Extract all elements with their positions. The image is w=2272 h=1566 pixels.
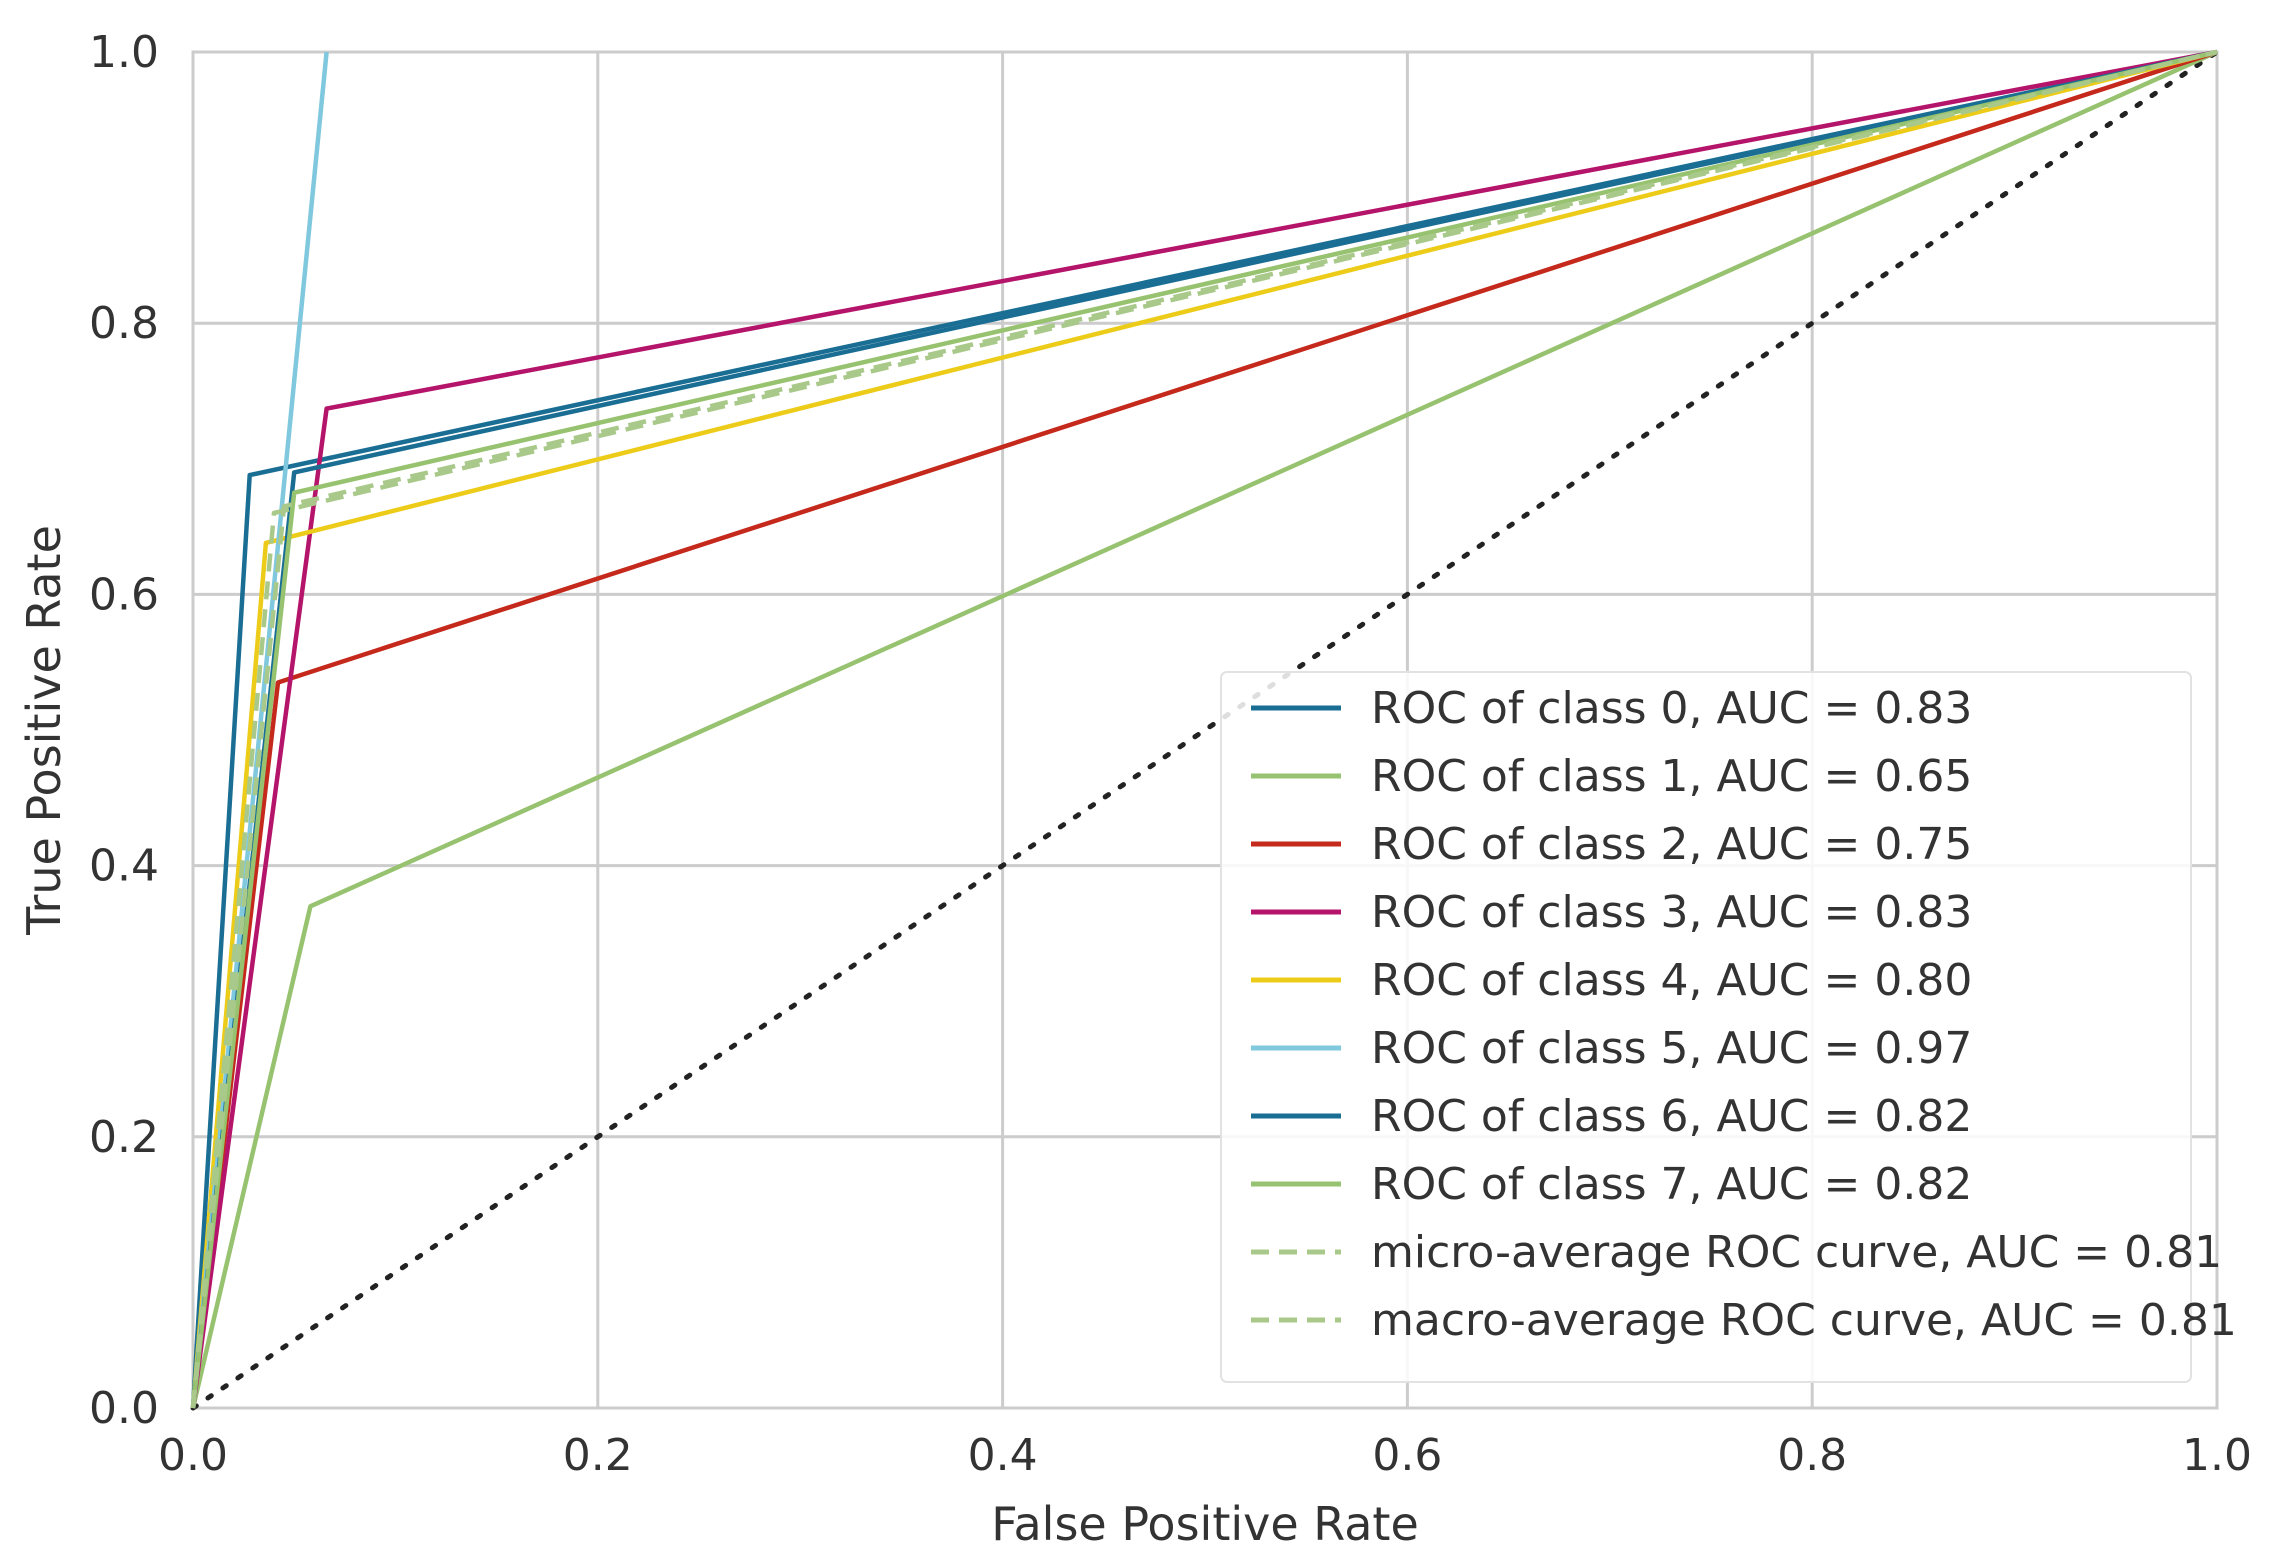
x-axis-title: False Positive Rate xyxy=(991,1497,1419,1551)
legend-label-4: ROC of class 4, AUC = 0.80 xyxy=(1371,955,1972,1006)
legend-label-8: micro-average ROC curve, AUC = 0.81 xyxy=(1371,1227,2222,1278)
legend-label-0: ROC of class 0, AUC = 0.83 xyxy=(1371,683,1972,734)
legend-label-3: ROC of class 3, AUC = 0.83 xyxy=(1371,887,1972,938)
x-tick-label: 0.8 xyxy=(1777,1430,1847,1481)
y-tick-label: 0.8 xyxy=(89,298,159,349)
x-tick-label: 0.0 xyxy=(158,1430,228,1481)
y-tick-label: 0.6 xyxy=(89,569,159,620)
roc-line-1 xyxy=(190,49,2218,1409)
x-tick-label: 0.6 xyxy=(1372,1430,1442,1481)
legend-label-5: ROC of class 5, AUC = 0.97 xyxy=(1371,1023,1972,1074)
series-lines xyxy=(190,49,2220,1411)
x-tick-label: 1.0 xyxy=(2182,1430,2252,1481)
roc-line-9 xyxy=(190,49,2218,1409)
y-axis-title: True Positive Rate xyxy=(17,525,71,936)
roc-line-3 xyxy=(190,49,2218,1409)
legend-box xyxy=(1220,671,2192,1383)
legend: ROC of class 0, AUC = 0.83 ROC of class 1… xyxy=(1220,671,2237,1383)
y-tick-label: 1.0 xyxy=(89,27,159,78)
y-tick-label: 0.0 xyxy=(89,1383,159,1434)
legend-label-1: ROC of class 1, AUC = 0.65 xyxy=(1371,751,1972,802)
x-tick-label: 0.4 xyxy=(968,1430,1038,1481)
legend-label-9: macro-average ROC curve, AUC = 0.81 xyxy=(1371,1295,2237,1346)
axes: 0.0 0.2 0.4 0.6 0.8 1.0 0.0 0.2 0.4 0.6 0.8 1.0 xyxy=(89,27,2252,1481)
roc-line-7 xyxy=(190,49,2218,1409)
legend-label-7: ROC of class 7, AUC = 0.82 xyxy=(1371,1159,1972,1210)
roc-line-0 xyxy=(190,49,2218,1409)
legend-label-2: ROC of class 2, AUC = 0.75 xyxy=(1371,819,1972,870)
x-tick-label: 0.2 xyxy=(563,1430,633,1481)
y-tick-label: 0.2 xyxy=(89,1112,159,1163)
legend-label-6: ROC of class 6, AUC = 0.82 xyxy=(1371,1091,1972,1142)
y-tick-label: 0.4 xyxy=(89,841,159,892)
